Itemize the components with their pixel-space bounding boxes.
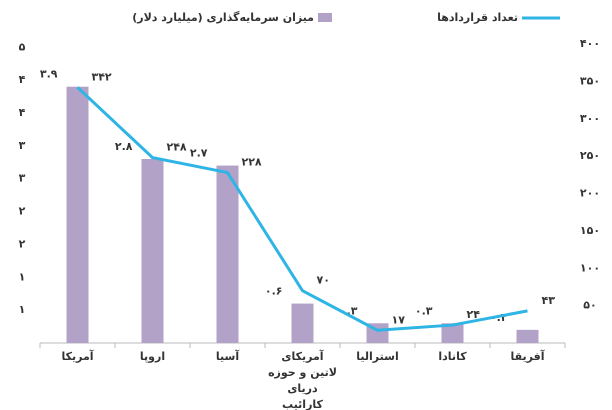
bar [441, 323, 464, 343]
line-value-label: ۷۰ [317, 274, 330, 287]
y-tick-label: ۱ [19, 303, 26, 316]
bar-value-label: ۳.۹ [40, 68, 58, 81]
y-tick-label: ۴ [19, 106, 26, 119]
line-value-label: ۲۲۸ [242, 156, 262, 169]
bar [66, 86, 89, 343]
y2-tick-label: ۱۰۰ [580, 261, 600, 274]
bar-value-label: ۰.۳ [415, 304, 433, 317]
y-tick-label: ۴ [19, 73, 26, 86]
bar-value-label: ۰.۶ [265, 285, 283, 298]
line-value-label: ۴۳ [542, 294, 556, 307]
y-tick-label: ۵ [19, 40, 26, 53]
bar-value-label: ۲.۸ [115, 140, 133, 153]
y-tick-label: ۲ [19, 205, 26, 218]
y-tick-label: ۳ [19, 172, 26, 185]
x-tick-label: آمریکا [61, 350, 94, 363]
y2-tick-label: ۲۰۰ [580, 187, 600, 200]
y2-tick-label: ۲۵۰ [580, 149, 600, 162]
line [76, 86, 528, 332]
y-tick-label: ۳ [19, 139, 26, 152]
legend-label: تعداد قراردادها [437, 11, 518, 24]
x-tick-label: کانادا [438, 350, 467, 363]
y2-tick-label: ۳۵۰ [580, 74, 600, 87]
bar [141, 159, 164, 343]
bar [216, 165, 239, 343]
x-tick-label: اروپا [139, 350, 166, 363]
y2-tick-label: ۱۵۰ [580, 224, 600, 237]
y-tick-label: ۲ [19, 237, 26, 250]
line-value-label: ۱۷ [392, 313, 406, 326]
y2-tick-label: ۵۰ [583, 299, 596, 312]
bar [516, 329, 539, 343]
y2-tick-label: ۴۰۰ [580, 37, 600, 50]
bar-value-label: ۲.۷ [190, 147, 208, 160]
line-value-label: ۲۴ [467, 308, 481, 321]
legend-label: میزان سرمایه‌گذاری (میلیارد دلار) [132, 11, 314, 24]
y-tick-label: ۱ [19, 270, 26, 283]
y2-tick-label: ۳۰۰ [580, 112, 600, 125]
x-tick-label: استرالیا [356, 350, 399, 363]
x-tick-label: آمریکای لاتین و حوزه دریای کارائیب [268, 350, 337, 410]
x-tick-label: آفریقا [510, 350, 545, 363]
x-tick-label: آسیا [215, 350, 240, 363]
bar [291, 303, 314, 343]
line-value-label: ۲۴۸ [167, 141, 187, 154]
line-value-label: ۳۴۲ [92, 70, 112, 83]
legend-swatch [318, 13, 332, 22]
